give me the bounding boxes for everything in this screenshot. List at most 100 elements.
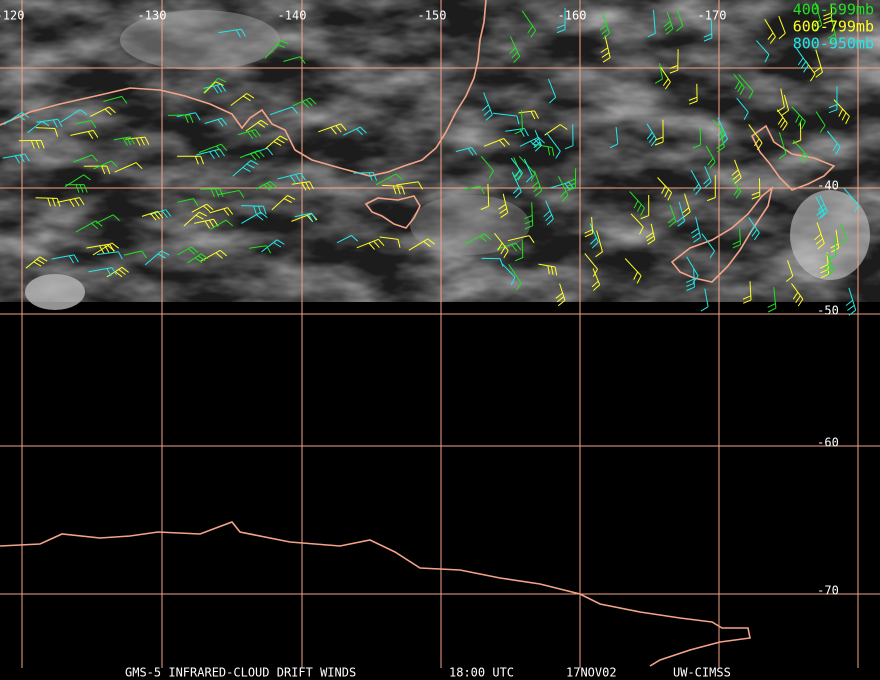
wind-barb: [356, 238, 385, 250]
wind-barb: [379, 236, 401, 248]
wind-barb: [736, 97, 749, 120]
wind-barb: [291, 181, 315, 191]
wind-barb: [663, 11, 674, 35]
wind-barb: [114, 162, 143, 173]
wind-barb: [781, 94, 790, 116]
longitude-label: -120: [0, 9, 24, 23]
wind-barb: [494, 232, 509, 259]
wind-barb: [481, 257, 504, 267]
wind-barb: [748, 124, 763, 151]
wind-barb: [817, 194, 828, 219]
wind-barb: [591, 268, 601, 291]
wind-barb: [531, 170, 543, 197]
wind-barb: [56, 197, 85, 208]
longitude-label: -130: [138, 9, 167, 23]
wind-barb: [265, 135, 288, 149]
footer-source: UW-CIMSS: [673, 666, 731, 680]
wind-barb: [464, 185, 485, 195]
wind-barb: [193, 218, 219, 229]
wind-barb: [657, 177, 673, 201]
wind-barb: [756, 40, 770, 63]
antarctica-coast: [0, 521, 751, 667]
legend-entry: 800-950mb: [793, 35, 874, 53]
wind-barb: [245, 119, 269, 132]
wind-barb: [70, 129, 99, 139]
wind-barb: [703, 166, 712, 188]
wind-barb: [688, 83, 698, 105]
wind-barb: [645, 223, 656, 245]
wind-barb: [507, 235, 535, 244]
wind-barb: [144, 250, 170, 266]
wind-barb: [839, 223, 847, 246]
wind-barb: [538, 263, 558, 276]
wind-barb: [18, 139, 45, 149]
wind-barb: [318, 123, 347, 135]
wind-barb: [480, 183, 490, 210]
wind-barbs: [2, 2, 859, 316]
wind-barb: [64, 174, 91, 188]
wind-barb: [609, 127, 619, 149]
wind-barb: [498, 193, 509, 219]
wind-barb: [177, 198, 199, 207]
wind-barb: [269, 106, 298, 116]
wind-barb: [113, 136, 135, 146]
wind-barb: [733, 73, 745, 95]
wind-barb: [210, 219, 234, 230]
wind-barb: [96, 251, 123, 260]
wind-barb: [707, 175, 716, 202]
nz-north-island: [750, 124, 836, 191]
wind-barb: [669, 49, 679, 74]
wind-barb: [264, 40, 289, 59]
wind-barb: [73, 154, 99, 163]
wind-barb: [65, 184, 88, 193]
wind-barb: [796, 48, 809, 73]
wind-barb: [238, 129, 261, 139]
wind-barb: [827, 16, 837, 44]
wind-barb: [277, 172, 306, 183]
longitude-label: -160: [558, 9, 587, 23]
wind-barb: [843, 187, 859, 213]
wind-barb: [505, 128, 529, 137]
wind-barb: [532, 130, 542, 152]
wind-barb: [667, 204, 677, 228]
wind-barb: [481, 92, 493, 121]
wind-barb: [701, 233, 716, 259]
wind-barb: [624, 258, 642, 284]
wind-barb: [564, 124, 574, 150]
wind-barb: [480, 155, 494, 179]
wind-barb: [203, 77, 227, 93]
wind-barb: [514, 239, 524, 262]
wind-barb: [792, 140, 808, 164]
wind-barb: [776, 109, 788, 131]
wind-barb: [690, 170, 702, 195]
wind-barb: [730, 177, 742, 199]
australia-coast: [0, 0, 487, 177]
wind-barb: [183, 211, 208, 227]
wind-barb: [748, 217, 760, 241]
wind-barb: [343, 126, 367, 136]
wind-barb: [241, 211, 268, 224]
wind-barb: [676, 201, 686, 227]
wind-barb: [584, 216, 594, 238]
cloud-patch: [790, 190, 870, 280]
wind-barb: [681, 193, 691, 218]
wind-barb: [524, 202, 534, 230]
wind-barb: [767, 287, 777, 313]
wind-barb: [742, 281, 752, 304]
wind-barb: [75, 220, 103, 233]
wind-barb: [589, 223, 599, 249]
wind-barb: [764, 18, 776, 44]
cloud-patch: [410, 195, 530, 255]
wind-barb: [830, 229, 840, 253]
wind-barb: [200, 188, 224, 198]
wind-barb: [83, 165, 111, 175]
imagery-edge: [0, 302, 880, 316]
wind-barb: [25, 256, 48, 269]
wind-barb: [690, 216, 701, 243]
wind-barb: [51, 254, 79, 264]
wind-barb: [464, 233, 492, 245]
wind-barb: [510, 157, 523, 181]
wind-barb: [630, 213, 644, 235]
